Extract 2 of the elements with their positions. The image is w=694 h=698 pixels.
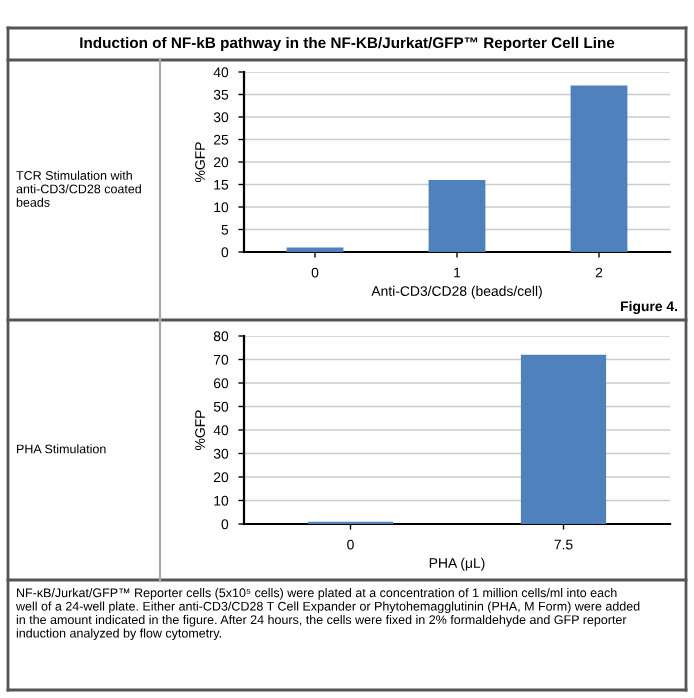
bar bbox=[428, 180, 486, 252]
bar bbox=[570, 85, 628, 252]
